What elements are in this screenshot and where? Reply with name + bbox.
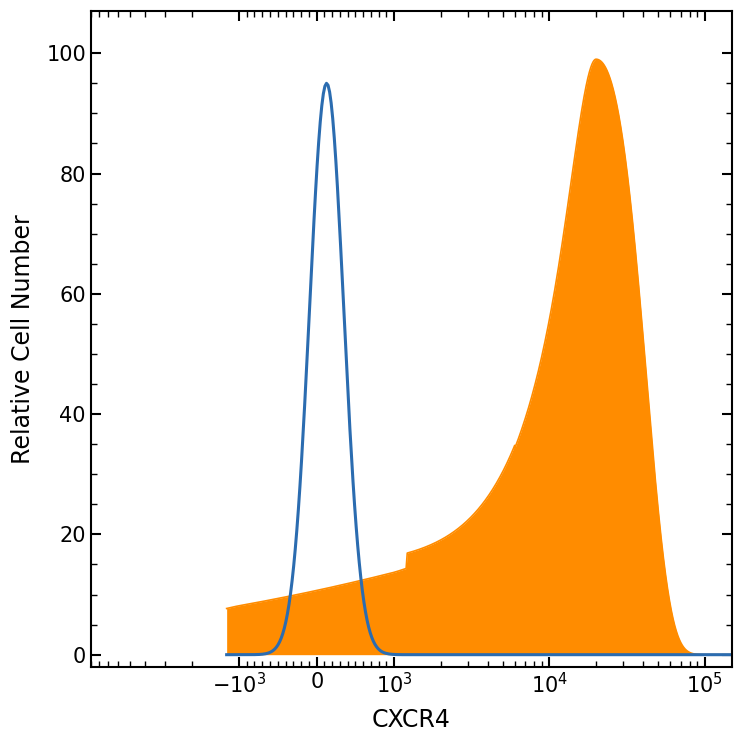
X-axis label: CXCR4: CXCR4 <box>372 708 451 732</box>
Y-axis label: Relative Cell Number: Relative Cell Number <box>11 214 35 464</box>
